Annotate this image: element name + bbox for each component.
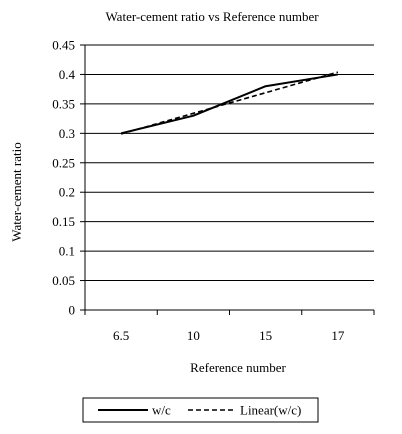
y-tick-label: 0.15 bbox=[52, 214, 75, 229]
x-tick-label: 17 bbox=[331, 328, 345, 343]
series-line-wc bbox=[120, 73, 339, 135]
y-tick-label: 0.45 bbox=[52, 38, 75, 53]
x-tick-label: 15 bbox=[259, 328, 272, 343]
y-tick-label: 0.1 bbox=[59, 244, 75, 259]
y-tick-label: 0.25 bbox=[52, 155, 75, 170]
y-tick-label: 0.2 bbox=[59, 185, 75, 200]
x-tick-label: 6.5 bbox=[113, 328, 129, 343]
y-tick-label: 0.3 bbox=[59, 126, 75, 141]
x-tick-label: 10 bbox=[187, 328, 200, 343]
y-tick-label: 0.05 bbox=[52, 273, 75, 288]
y-tick-label: 0.4 bbox=[59, 67, 76, 82]
y-tick-label: 0 bbox=[69, 303, 76, 318]
x-axis-label: Reference number bbox=[190, 360, 286, 375]
legend: w/c Linear(w/c) bbox=[82, 397, 319, 423]
legend-label-linear: Linear(w/c) bbox=[240, 403, 301, 418]
chart-title: Water-cement ratio vs Reference number bbox=[105, 9, 319, 24]
legend-label-wc: w/c bbox=[152, 403, 171, 418]
y-tick-label: 0.35 bbox=[52, 96, 75, 111]
series-line-linear-wc bbox=[120, 71, 339, 135]
y-axis-label: Water-cement ratio bbox=[9, 142, 24, 241]
